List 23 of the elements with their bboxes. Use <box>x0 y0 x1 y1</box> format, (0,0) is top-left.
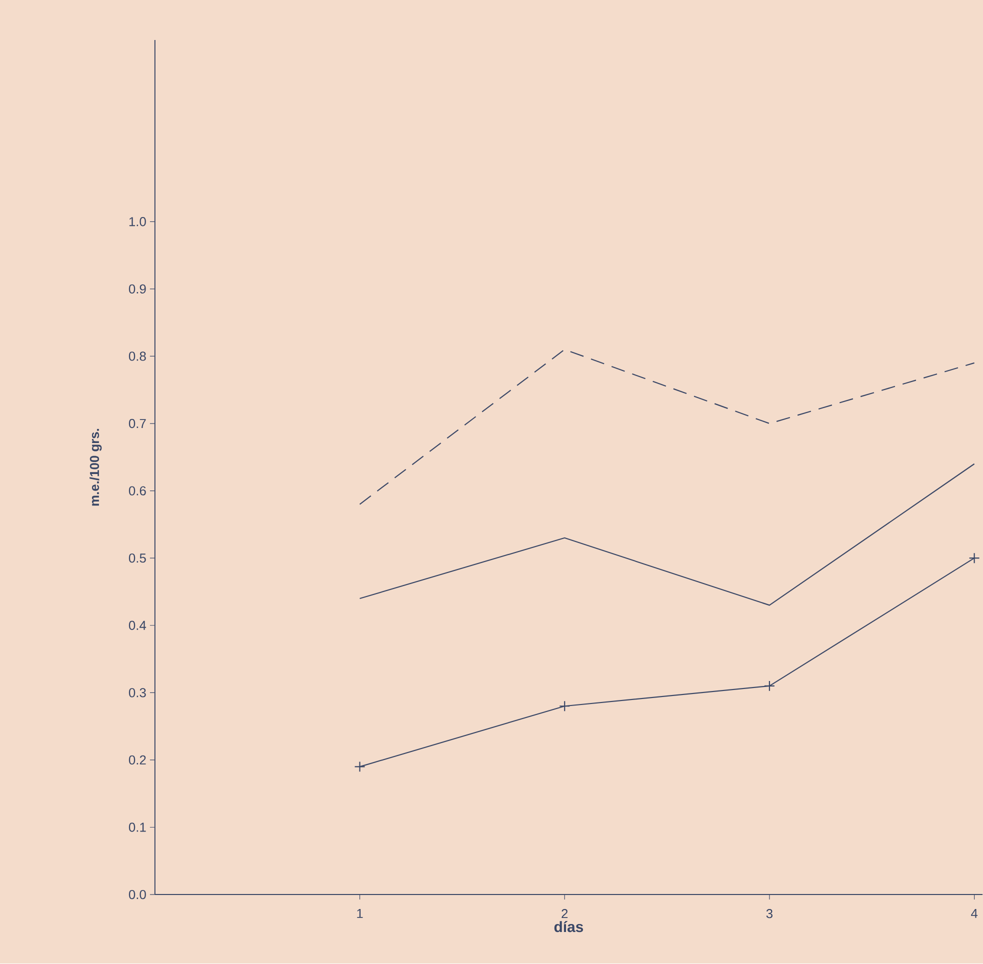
y-tick-label: 0.1 <box>128 822 146 832</box>
y-tick-label: 0.0 <box>128 890 146 900</box>
line-series <box>359 464 975 606</box>
y-tick-label: 1.0 <box>129 217 146 226</box>
x-tick-label: 3 <box>766 909 773 918</box>
y-tick-label: 0.9 <box>128 284 146 294</box>
point <box>559 700 570 712</box>
y-tick-label: 0.6 <box>128 486 146 496</box>
y-tick-label: 0.7 <box>128 419 146 428</box>
y-tick-label: 0.8 <box>128 352 146 362</box>
point <box>968 552 980 564</box>
y-axis-title: m.e./100 grs. <box>90 429 102 506</box>
point <box>764 680 775 692</box>
point <box>354 761 366 772</box>
y-tick-label: 0.2 <box>128 756 146 765</box>
x-tick-label: 4 <box>971 909 978 918</box>
x-tick-label: 1 <box>357 909 363 918</box>
x-axis-title: días <box>554 921 584 932</box>
y-tick-label: 0.3 <box>128 688 146 698</box>
y-tick-label: 0.4 <box>128 621 146 630</box>
line-series <box>359 349 975 506</box>
y-tick-label: 0.5 <box>128 554 146 563</box>
x-tick-label: 2 <box>562 909 568 918</box>
